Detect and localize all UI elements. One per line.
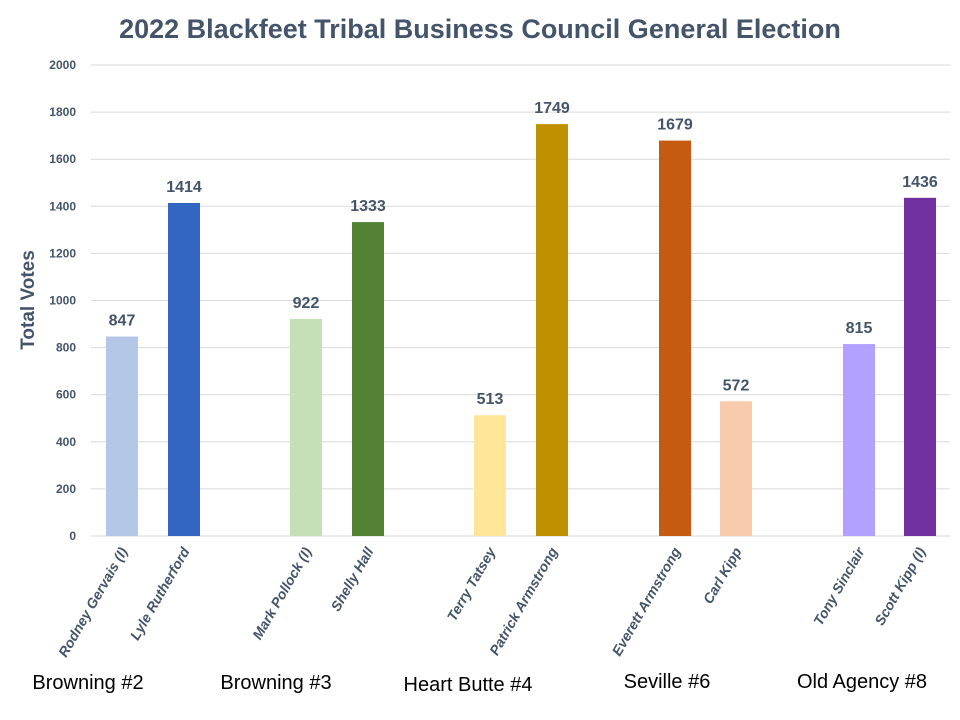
y-tick-label: 1000 <box>49 294 76 308</box>
data-label: 1436 <box>902 174 938 191</box>
data-label: 1333 <box>350 198 386 215</box>
x-tick-label: Patrick Armstrong <box>486 544 561 658</box>
group-label: Heart Butte #4 <box>404 674 533 696</box>
x-tick-label: Mark Pollock (I) <box>249 544 315 642</box>
data-label: 513 <box>477 391 504 408</box>
x-tick-label: Scott Kipp (I) <box>871 544 929 628</box>
x-tick-label: Carl Kipp <box>700 544 745 606</box>
data-label: 922 <box>293 295 320 312</box>
y-tick-label: 0 <box>69 529 76 543</box>
bar <box>536 124 568 536</box>
group-label: Seville #6 <box>624 671 711 693</box>
bar <box>106 336 138 536</box>
y-tick-label: 1200 <box>49 246 76 260</box>
bar <box>474 415 506 536</box>
x-tick-label: Tony Sinclair <box>810 543 868 628</box>
y-tick-label: 1800 <box>49 105 76 119</box>
y-axis-label: Total Votes <box>18 250 39 350</box>
y-tick-label: 400 <box>56 435 76 449</box>
group-label: Browning #2 <box>32 672 143 694</box>
x-tick-label: Lyle Rutherford <box>127 544 193 643</box>
data-label: 847 <box>109 313 136 330</box>
bar <box>659 140 691 536</box>
y-tick-label: 800 <box>56 341 76 355</box>
x-tick-label: Everett Armstrong <box>609 544 684 658</box>
bar <box>168 203 200 537</box>
y-tick-label: 600 <box>56 388 76 402</box>
x-tick-label: Terry Tatsey <box>444 543 500 623</box>
x-tick-label: Shelly Hall <box>327 544 377 614</box>
y-tick-label: 1600 <box>49 152 76 166</box>
bar <box>843 344 875 536</box>
data-label: 1414 <box>166 179 202 196</box>
group-label: Old Agency #8 <box>797 671 927 693</box>
bar <box>904 197 936 536</box>
bar <box>290 318 322 536</box>
group-label: Browning #3 <box>220 672 331 694</box>
chart-title: 2022 Blackfeet Tribal Business Council G… <box>119 14 841 44</box>
data-label: 572 <box>723 377 750 394</box>
y-tick-label: 200 <box>56 482 76 496</box>
data-label: 815 <box>846 320 873 337</box>
y-tick-label: 2000 <box>49 58 76 72</box>
data-label: 1749 <box>534 100 570 117</box>
y-tick-label: 1400 <box>49 199 76 213</box>
data-label: 1679 <box>657 117 693 134</box>
x-tick-label: Rodney Gervais (I) <box>55 544 131 659</box>
bar <box>720 401 752 536</box>
bar <box>352 222 384 537</box>
